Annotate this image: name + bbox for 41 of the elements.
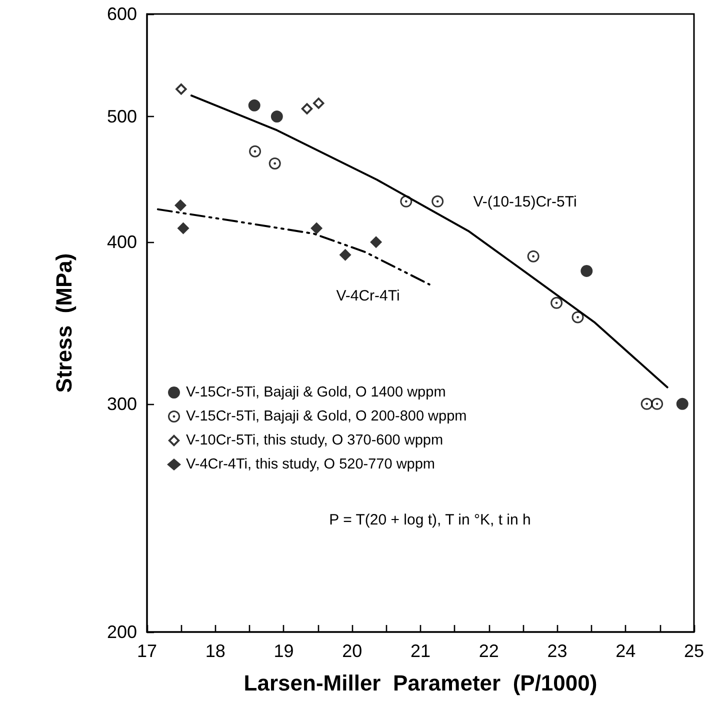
point [651,398,664,410]
point [270,110,283,123]
point [550,296,563,309]
y-tick-label: 400 [106,232,137,252]
legend-label: V-4Cr-4Ti, this study, O 520-770 wppm [186,456,436,472]
y-tick-label: 200 [106,622,137,642]
x-tick-label: 22 [478,641,499,661]
annotation: V-4Cr-4Ti [336,288,400,304]
y-tick-label: 300 [106,394,137,414]
point [174,199,187,212]
point [312,97,325,110]
x-tick-label: 20 [342,641,362,661]
y-tick-label: 600 [106,4,137,24]
point [268,157,281,170]
annotation: V-(10-15)Cr-5Ti [473,194,577,210]
point [310,222,323,234]
point [432,195,444,208]
point [527,250,540,262]
x-axis-title: Larsen-Miller Parameter (P/1000) [244,670,598,696]
legend-label: V-10Cr-5Ti, this study, O 370-600 wppm [186,432,444,448]
x-tick-label: 21 [410,641,431,661]
point [177,222,190,234]
point [676,398,688,410]
x-tick-label: 24 [616,641,636,661]
point [370,236,382,248]
point [300,102,313,115]
x-tick-label: 19 [274,641,294,661]
point [248,99,260,112]
y-tick-label: 500 [106,106,137,127]
x-tick-label: 23 [547,641,568,661]
point [249,145,262,158]
y-axis-title: Stress (MPa) [52,253,76,393]
annotation: P = T(20 + log t), T in °K, t in h [329,512,531,528]
point [580,264,593,277]
legend-label: V-15Cr-5Ti, Bajaji & Gold, O 1400 wppm [186,384,446,400]
x-tick-label: 18 [205,641,226,661]
point [175,83,188,96]
x-tick-label: 25 [684,641,704,661]
x-tick-label: 17 [136,641,158,661]
legend-label: V-15Cr-5Ti, Bajaji & Gold, O 200-800 wppm [186,408,467,424]
point [339,248,352,261]
